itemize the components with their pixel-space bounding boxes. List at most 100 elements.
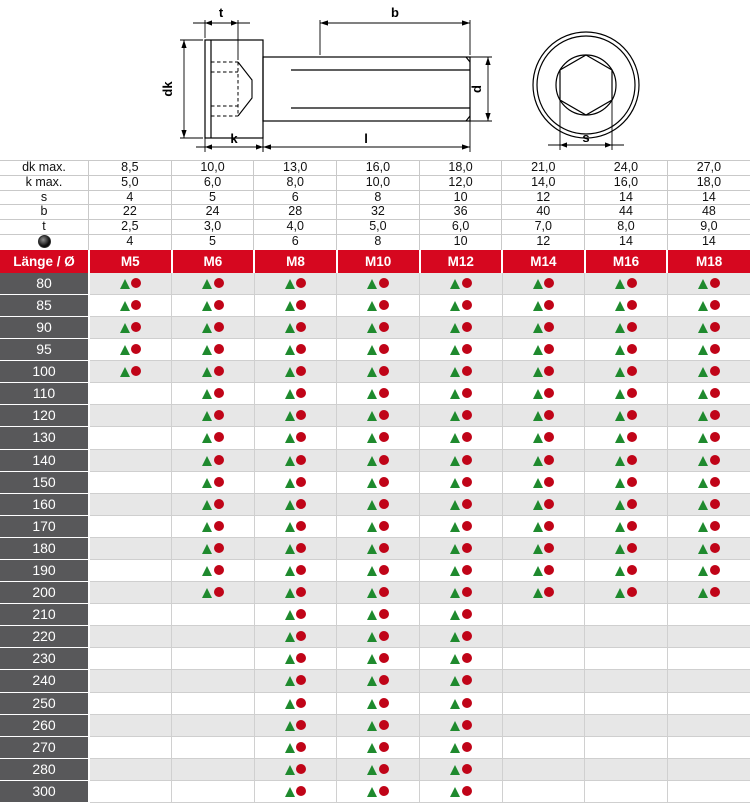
availability-cell-available[interactable] bbox=[254, 625, 338, 649]
availability-cell-available[interactable] bbox=[171, 426, 255, 450]
availability-cell-available[interactable] bbox=[336, 603, 420, 627]
availability-cell-available[interactable] bbox=[584, 294, 668, 317]
header-col-m16[interactable]: M16 bbox=[584, 249, 669, 273]
availability-cell-available[interactable] bbox=[336, 515, 420, 538]
availability-cell-available[interactable] bbox=[336, 714, 420, 737]
availability-cell-available[interactable] bbox=[502, 404, 586, 428]
availability-cell-available[interactable] bbox=[254, 360, 338, 384]
availability-cell-available[interactable] bbox=[254, 272, 338, 295]
availability-cell-available[interactable] bbox=[171, 338, 255, 362]
availability-cell-available[interactable] bbox=[502, 272, 586, 295]
header-col-m6[interactable]: M6 bbox=[171, 249, 256, 273]
header-col-m14[interactable]: M14 bbox=[502, 249, 586, 273]
availability-cell-available[interactable] bbox=[667, 581, 750, 605]
availability-cell-available[interactable] bbox=[419, 669, 503, 693]
availability-cell-available[interactable] bbox=[336, 692, 420, 715]
availability-cell-available[interactable] bbox=[584, 515, 668, 538]
availability-cell-available[interactable] bbox=[89, 294, 173, 317]
availability-cell-available[interactable] bbox=[254, 449, 338, 472]
header-col-m12[interactable]: M12 bbox=[419, 249, 504, 273]
availability-cell-available[interactable] bbox=[667, 471, 750, 494]
availability-cell-available[interactable] bbox=[171, 360, 255, 384]
availability-cell-available[interactable] bbox=[502, 493, 586, 516]
availability-cell-available[interactable] bbox=[419, 338, 503, 362]
availability-cell-available[interactable] bbox=[171, 537, 255, 561]
availability-cell-available[interactable] bbox=[584, 316, 668, 340]
availability-cell-available[interactable] bbox=[419, 581, 503, 605]
availability-cell-available[interactable] bbox=[336, 426, 420, 450]
availability-cell-available[interactable] bbox=[254, 294, 338, 317]
availability-cell-available[interactable] bbox=[89, 338, 173, 362]
header-col-m18[interactable]: M18 bbox=[667, 249, 750, 273]
availability-cell-available[interactable] bbox=[254, 780, 338, 803]
availability-cell-available[interactable] bbox=[254, 669, 338, 693]
availability-cell-available[interactable] bbox=[502, 360, 586, 384]
availability-cell-available[interactable] bbox=[336, 736, 420, 759]
availability-cell-available[interactable] bbox=[584, 338, 668, 362]
availability-cell-available[interactable] bbox=[502, 426, 586, 450]
availability-cell-available[interactable] bbox=[171, 559, 255, 583]
availability-cell-available[interactable] bbox=[336, 780, 420, 803]
availability-cell-available[interactable] bbox=[419, 559, 503, 583]
availability-cell-available[interactable] bbox=[419, 603, 503, 627]
availability-cell-available[interactable] bbox=[502, 382, 586, 406]
availability-cell-available[interactable] bbox=[254, 316, 338, 340]
availability-cell-available[interactable] bbox=[254, 537, 338, 561]
availability-cell-available[interactable] bbox=[419, 449, 503, 472]
availability-cell-available[interactable] bbox=[336, 404, 420, 428]
availability-cell-available[interactable] bbox=[254, 736, 338, 759]
availability-cell-available[interactable] bbox=[502, 537, 586, 561]
availability-cell-available[interactable] bbox=[667, 294, 750, 317]
availability-cell-available[interactable] bbox=[419, 426, 503, 450]
availability-cell-available[interactable] bbox=[254, 581, 338, 605]
availability-cell-available[interactable] bbox=[254, 758, 338, 781]
availability-cell-available[interactable] bbox=[336, 316, 420, 340]
availability-cell-available[interactable] bbox=[502, 294, 586, 317]
availability-cell-available[interactable] bbox=[336, 581, 420, 605]
availability-cell-available[interactable] bbox=[667, 272, 750, 295]
availability-cell-available[interactable] bbox=[584, 272, 668, 295]
availability-cell-available[interactable] bbox=[419, 758, 503, 781]
availability-cell-available[interactable] bbox=[584, 426, 668, 450]
availability-cell-available[interactable] bbox=[584, 493, 668, 516]
availability-cell-available[interactable] bbox=[502, 316, 586, 340]
availability-cell-available[interactable] bbox=[171, 294, 255, 317]
header-col-m10[interactable]: M10 bbox=[336, 249, 421, 273]
availability-cell-available[interactable] bbox=[584, 382, 668, 406]
header-col-m8[interactable]: M8 bbox=[254, 249, 338, 273]
availability-cell-available[interactable] bbox=[419, 780, 503, 803]
availability-cell-available[interactable] bbox=[254, 714, 338, 737]
availability-cell-available[interactable] bbox=[419, 736, 503, 759]
availability-cell-available[interactable] bbox=[89, 316, 173, 340]
availability-cell-available[interactable] bbox=[667, 515, 750, 538]
availability-cell-available[interactable] bbox=[419, 515, 503, 538]
availability-cell-available[interactable] bbox=[584, 471, 668, 494]
availability-cell-available[interactable] bbox=[667, 404, 750, 428]
availability-cell-available[interactable] bbox=[336, 647, 420, 671]
availability-cell-available[interactable] bbox=[254, 559, 338, 583]
availability-cell-available[interactable] bbox=[502, 559, 586, 583]
availability-cell-available[interactable] bbox=[419, 294, 503, 317]
availability-cell-available[interactable] bbox=[502, 515, 586, 538]
availability-cell-available[interactable] bbox=[336, 669, 420, 693]
availability-cell-available[interactable] bbox=[584, 449, 668, 472]
availability-cell-available[interactable] bbox=[502, 338, 586, 362]
availability-cell-available[interactable] bbox=[89, 272, 173, 295]
availability-cell-available[interactable] bbox=[502, 449, 586, 472]
availability-cell-available[interactable] bbox=[502, 581, 586, 605]
availability-cell-available[interactable] bbox=[171, 449, 255, 472]
availability-cell-available[interactable] bbox=[254, 515, 338, 538]
availability-cell-available[interactable] bbox=[419, 316, 503, 340]
availability-cell-available[interactable] bbox=[336, 471, 420, 494]
availability-cell-available[interactable] bbox=[419, 272, 503, 295]
availability-cell-available[interactable] bbox=[584, 404, 668, 428]
availability-cell-available[interactable] bbox=[419, 537, 503, 561]
availability-cell-available[interactable] bbox=[419, 471, 503, 494]
availability-cell-available[interactable] bbox=[254, 471, 338, 494]
availability-cell-available[interactable] bbox=[336, 360, 420, 384]
availability-cell-available[interactable] bbox=[171, 493, 255, 516]
availability-cell-available[interactable] bbox=[667, 493, 750, 516]
availability-cell-available[interactable] bbox=[171, 471, 255, 494]
header-col-m5[interactable]: M5 bbox=[89, 249, 173, 273]
availability-cell-available[interactable] bbox=[336, 758, 420, 781]
